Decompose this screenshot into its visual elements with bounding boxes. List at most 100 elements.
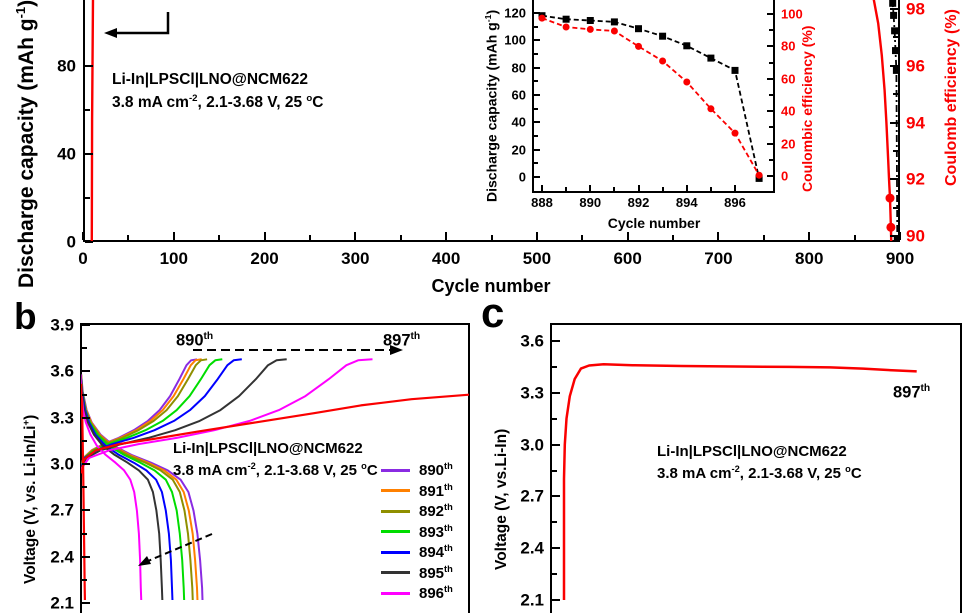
legend-label: 892th bbox=[419, 502, 453, 520]
tick-mark bbox=[82, 393, 87, 396]
panel-c-annotation-conditions: 3.8 mA cm-2, 2.1-3.68 V, 25 oC bbox=[657, 464, 862, 482]
tick-label: 896 bbox=[724, 195, 746, 210]
tick-mark bbox=[445, 232, 448, 240]
inset-ylabel-right: Coulombic efficiency (%) bbox=[799, 26, 815, 192]
tick-mark bbox=[552, 469, 557, 472]
tick-mark bbox=[82, 324, 90, 326]
tick-label: 888 bbox=[531, 195, 553, 210]
tick-mark bbox=[717, 232, 720, 240]
legend-item: 892th bbox=[381, 502, 453, 520]
tick-label: 890 bbox=[579, 195, 602, 210]
text-run: ) bbox=[483, 9, 500, 15]
text-run: th bbox=[410, 331, 421, 342]
tick-mark bbox=[890, 178, 898, 181]
tick-mark bbox=[535, 232, 538, 240]
legend-swatch bbox=[381, 571, 410, 574]
tick-mark bbox=[890, 121, 898, 124]
tick-label: 3.6 bbox=[50, 361, 74, 381]
text-run: , 2.1-3.68 V, 25 bbox=[739, 465, 846, 482]
tick-label: 2.4 bbox=[520, 538, 544, 558]
panel-a-annotation-conditions: 3.8 mA cm-2, 2.1-3.68 V, 25 oC bbox=[112, 93, 323, 112]
tick-mark bbox=[853, 235, 856, 240]
legend-label: 891th bbox=[419, 481, 453, 500]
tick-mark bbox=[82, 555, 90, 558]
tick-mark bbox=[581, 235, 584, 240]
tick-label: 96 bbox=[906, 56, 925, 76]
text-run: Voltage (V, vs.Li-In) bbox=[493, 428, 510, 570]
tick-mark bbox=[709, 187, 712, 191]
tick-mark bbox=[890, 235, 898, 237]
panel-c-annotation-cell: Li-In|LPSCl|LNO@NCM622 bbox=[657, 443, 847, 460]
tick-label: 894 bbox=[675, 195, 698, 210]
tick-mark bbox=[82, 509, 90, 512]
text-run: Coulomb efficiency (%) bbox=[943, 9, 960, 186]
tick-mark bbox=[893, 149, 898, 152]
tick-mark bbox=[85, 197, 90, 199]
text-run: 3.8 mA cm bbox=[112, 94, 189, 112]
tick-mark bbox=[767, 13, 773, 15]
tick-mark bbox=[534, 53, 538, 55]
legend-item: 896th bbox=[381, 584, 453, 602]
text-run: Li-In|LPSCl|LNO@NCM622 bbox=[657, 443, 847, 460]
tick-mark bbox=[534, 25, 538, 28]
text-run: Li-In|LPSCl|LNO@NCM622 bbox=[173, 440, 363, 457]
tick-mark bbox=[82, 370, 90, 373]
text-run: Discharge capacity (mAh g bbox=[15, 18, 38, 288]
legend-swatch bbox=[381, 468, 410, 472]
tick-label: 100 bbox=[159, 249, 188, 268]
legend-item: 895th bbox=[381, 564, 453, 581]
panel-a-ylabel-left: Discharge capacity (mAh g-1) bbox=[13, 0, 38, 288]
tick-label: 300 bbox=[341, 249, 370, 268]
text-run: C bbox=[312, 94, 324, 112]
tick-mark bbox=[552, 340, 560, 342]
text-run: -2 bbox=[247, 461, 256, 471]
text-run: 3.8 mA cm bbox=[173, 462, 248, 479]
figure-page: { "panels": { "a": { "xlabel": "Cycle nu… bbox=[13, 0, 962, 613]
tick-mark bbox=[552, 599, 560, 601]
tick-mark bbox=[808, 232, 811, 240]
tick-label: 2.4 bbox=[50, 547, 74, 567]
tick-label: 3.3 bbox=[520, 383, 544, 403]
tick-mark bbox=[767, 142, 773, 145]
tick-label: 2.1 bbox=[520, 590, 544, 610]
text-run: Li-In|LPSCl|LNO@NCM622 bbox=[112, 71, 309, 88]
legend-label: 896th bbox=[419, 584, 453, 602]
panel-b-annotation-cell: Li-In|LPSCl|LNO@NCM622 bbox=[173, 440, 363, 457]
tick-mark bbox=[82, 486, 87, 489]
tick-mark bbox=[565, 187, 568, 191]
tick-mark bbox=[534, 12, 540, 14]
tick-label: 700 bbox=[704, 249, 733, 268]
tick-mark bbox=[893, 93, 898, 96]
tick-mark bbox=[85, 241, 93, 243]
text-run: 897 bbox=[383, 331, 411, 350]
text-run: -2 bbox=[188, 93, 198, 104]
tick-mark bbox=[85, 153, 93, 155]
text-run: , 2.1-3.68 V, 25 bbox=[197, 94, 307, 112]
text-run: ) bbox=[22, 414, 40, 420]
tick-label: 3.9 bbox=[50, 315, 74, 335]
text-run: 890 bbox=[176, 331, 204, 350]
tick-mark bbox=[85, 65, 93, 67]
tick-mark bbox=[552, 391, 560, 394]
tick-mark bbox=[661, 187, 664, 191]
tick-mark bbox=[82, 532, 87, 535]
legend-label: 894th bbox=[419, 543, 453, 561]
panel-c-897-label: 897th bbox=[893, 383, 930, 402]
tick-label: 0 bbox=[78, 249, 88, 268]
tick-label: 40 bbox=[57, 144, 76, 164]
tick-mark bbox=[82, 578, 87, 581]
tick-mark bbox=[552, 547, 560, 550]
tick-mark bbox=[769, 158, 773, 161]
tick-mark bbox=[552, 573, 557, 576]
inset-xlabel: Cycle number bbox=[607, 215, 701, 231]
tick-label: 100 bbox=[781, 6, 803, 22]
text-run: Voltage (V, vs. Li-In/Li bbox=[22, 425, 40, 584]
tick-mark bbox=[354, 232, 357, 240]
panel-c-letter: c bbox=[481, 289, 505, 336]
tick-mark bbox=[672, 235, 675, 240]
tick-mark bbox=[762, 235, 765, 240]
tick-mark bbox=[552, 443, 560, 446]
tick-mark bbox=[534, 135, 538, 137]
tick-mark bbox=[613, 187, 616, 191]
tick-label: 800 bbox=[795, 249, 824, 268]
